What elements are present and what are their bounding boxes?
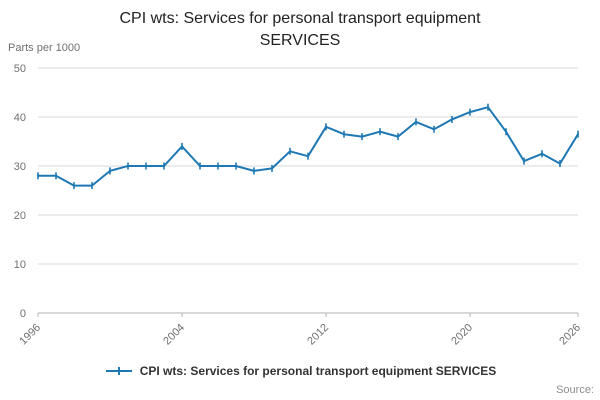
- legend-line-icon: [105, 367, 132, 375]
- line-chart: 0 10 20 30 40 50 1996 2004 2012 2020 2026: [14, 63, 583, 348]
- legend-label: CPI wts: Services for personal transport…: [139, 364, 497, 378]
- y-tick-label: 40: [14, 112, 26, 124]
- legend: CPI wts: Services for personal transport…: [0, 364, 600, 378]
- x-tick-label: 2004: [161, 322, 187, 348]
- x-tick-label: 1996: [17, 322, 43, 348]
- chart-title-line2: SERVICES: [259, 31, 341, 49]
- chart-title-line1: CPI wts: Services for personal transport…: [119, 10, 481, 27]
- source-label: Source:: [556, 384, 594, 396]
- y-tick-label: 50: [14, 63, 26, 75]
- x-tick-label: 2026: [557, 322, 583, 348]
- x-tick-label: 2012: [305, 322, 331, 348]
- y-axis-unit-label: Parts per 1000: [8, 42, 81, 54]
- y-tick-label: 0: [20, 308, 26, 320]
- data-line: [37, 106, 579, 187]
- x-tick-label: 2020: [449, 322, 475, 348]
- chart-title: CPI wts: Services for personal transport…: [0, 8, 600, 51]
- y-tick-label: 10: [14, 259, 26, 271]
- y-tick-label: 30: [14, 161, 26, 173]
- y-tick-label: 20: [14, 210, 26, 222]
